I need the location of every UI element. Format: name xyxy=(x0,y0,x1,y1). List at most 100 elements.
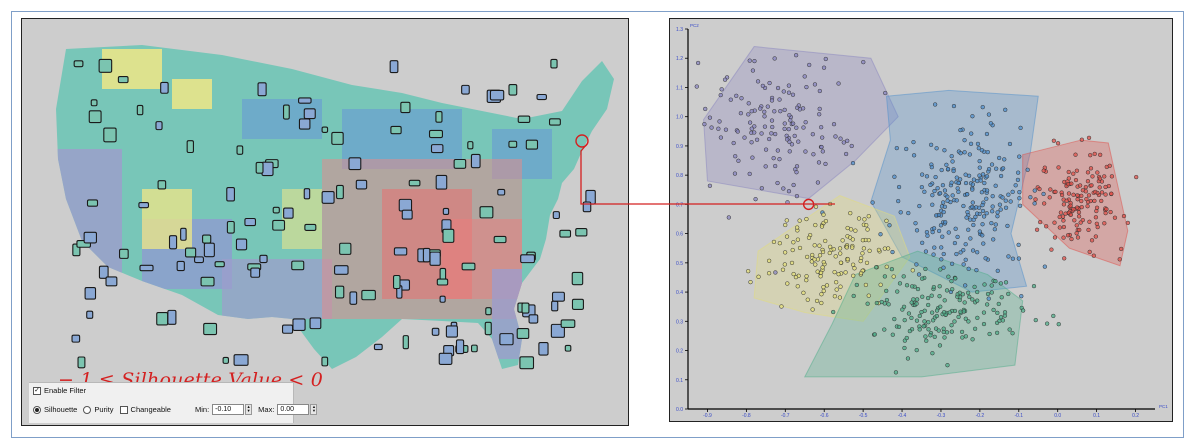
data-point xyxy=(963,180,969,186)
max-value: 0.00 xyxy=(280,406,295,413)
county-outline xyxy=(479,206,494,219)
data-point xyxy=(784,218,789,223)
data-point xyxy=(892,316,897,322)
data-point xyxy=(791,240,796,245)
data-point xyxy=(959,329,965,335)
data-point xyxy=(953,226,958,231)
changeable-checkbox[interactable] xyxy=(119,405,128,414)
county-outline xyxy=(467,141,474,150)
data-point xyxy=(821,285,826,290)
data-point xyxy=(1085,179,1091,184)
data-point xyxy=(914,347,919,353)
data-point xyxy=(986,112,992,117)
x-tick-label: -0.6 xyxy=(820,413,829,419)
data-point xyxy=(813,262,818,267)
silhouette-radio[interactable] xyxy=(33,405,41,414)
data-point xyxy=(1051,313,1056,319)
data-point xyxy=(980,105,985,110)
purity-radio[interactable] xyxy=(83,405,92,414)
data-point xyxy=(982,180,987,186)
data-point xyxy=(1079,193,1084,198)
us-cluster-map[interactable] xyxy=(22,19,627,424)
data-point xyxy=(995,268,1000,273)
enable-filter-checkbox[interactable]: ✓ xyxy=(33,386,41,395)
data-point xyxy=(1069,236,1074,242)
min-spinner-arrows[interactable]: ▲ ▼ xyxy=(245,404,253,415)
data-point xyxy=(938,304,943,309)
data-point xyxy=(937,294,942,299)
data-point xyxy=(944,288,950,293)
data-point xyxy=(707,183,713,188)
data-point xyxy=(758,106,763,111)
county-outline xyxy=(282,104,290,120)
min-spinbox[interactable]: -0.10 xyxy=(212,404,245,415)
data-point xyxy=(773,270,778,275)
data-point xyxy=(1058,210,1064,215)
data-point xyxy=(995,214,1000,219)
data-point xyxy=(1037,186,1042,192)
data-point xyxy=(920,276,925,281)
county-outline xyxy=(521,302,530,314)
data-point xyxy=(865,301,870,306)
max-spinner-arrows[interactable]: ▲ ▼ xyxy=(310,404,318,415)
data-point xyxy=(1051,138,1057,143)
data-point xyxy=(824,283,830,288)
county-outline xyxy=(548,118,561,126)
data-point xyxy=(838,136,843,141)
data-point xyxy=(786,189,792,194)
data-point xyxy=(967,294,972,300)
data-point xyxy=(1031,283,1037,289)
data-point xyxy=(1102,221,1107,226)
data-point xyxy=(790,92,796,97)
data-point xyxy=(1109,174,1115,179)
data-point xyxy=(777,241,782,246)
data-point xyxy=(961,262,966,267)
scatter-plot[interactable]: -0.9 -0.8 -0.7 -0.6 -0.5 -0.4 -0.3 -0.2 -0.1 0.0 0… xyxy=(670,19,1171,420)
data-point xyxy=(769,131,774,136)
county-outline xyxy=(184,247,197,258)
data-point xyxy=(928,142,934,147)
x-tick-label: -0.8 xyxy=(742,413,751,419)
data-point xyxy=(970,248,976,253)
county-outline xyxy=(390,125,402,135)
data-point xyxy=(1057,225,1062,230)
county-outline xyxy=(550,323,565,338)
data-point xyxy=(1098,152,1103,157)
county-outline xyxy=(86,199,99,207)
data-point xyxy=(753,197,758,202)
data-point xyxy=(989,162,995,167)
data-point xyxy=(933,174,938,180)
data-point xyxy=(973,205,979,210)
data-point xyxy=(804,278,809,283)
data-point xyxy=(1044,224,1049,229)
data-point xyxy=(924,229,930,235)
silhouette-label: Silhouette xyxy=(44,405,78,414)
data-point xyxy=(815,180,821,185)
data-point xyxy=(1099,198,1104,204)
data-point xyxy=(1093,215,1099,220)
data-point xyxy=(950,287,955,292)
county-outline xyxy=(575,228,588,237)
data-point xyxy=(804,216,809,222)
data-point xyxy=(969,131,974,136)
data-point xyxy=(1107,163,1112,168)
data-point xyxy=(867,248,872,253)
data-point xyxy=(930,351,935,356)
county-outline xyxy=(117,76,129,84)
data-point xyxy=(819,292,824,297)
county-outline xyxy=(552,211,560,220)
data-point xyxy=(819,224,825,229)
data-point xyxy=(747,171,752,177)
data-point xyxy=(894,145,899,151)
y-tick-label: 0.6 xyxy=(676,232,683,238)
data-point xyxy=(961,248,966,253)
data-point xyxy=(823,238,828,244)
data-point xyxy=(1068,212,1074,217)
county-outline xyxy=(304,223,317,231)
data-point xyxy=(931,252,936,257)
county-outline xyxy=(485,307,492,316)
county-outline xyxy=(461,262,476,271)
data-point xyxy=(985,149,990,155)
county-outline xyxy=(272,219,286,231)
max-spinbox[interactable]: 0.00 xyxy=(277,404,310,415)
